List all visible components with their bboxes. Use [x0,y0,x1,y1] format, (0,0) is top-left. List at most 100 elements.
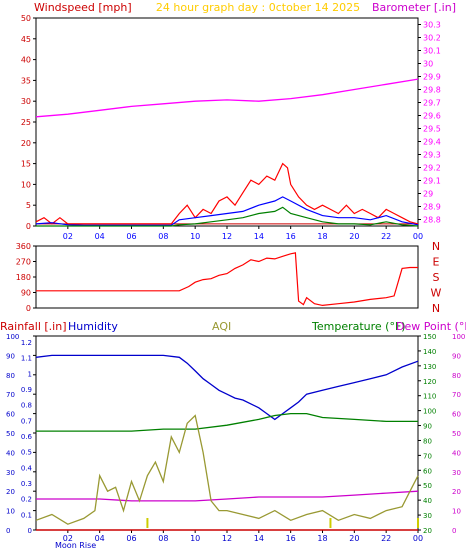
temperature-tick-label: 30 [423,512,432,520]
direction-tick-label: 360 [16,242,31,251]
wind-tick-label: 0 [26,222,31,231]
dewpoint-tick-label: 60 [452,411,461,419]
baro-tick-label: 29.4 [423,138,441,147]
temperature-tick-label: 20 [423,527,432,535]
temperature-tick-label: 150 [423,333,436,341]
rain-tick-label: 0.6 [21,433,33,441]
aqi-label: AQI [212,320,231,333]
humidity-tick-label: 40 [6,449,15,457]
dewpoint-tick-label: 80 [452,372,461,380]
baro-tick-label: 29.9 [423,73,441,82]
baro-tick-label: 30.3 [423,21,441,30]
wind-direction-line [36,252,418,307]
wind-gust-line [35,162,419,225]
baro-tick-label: 29.5 [423,125,441,134]
baro-tick-label: 30 [423,60,433,69]
rain-tick-label: 0.1 [21,511,32,519]
wind-tick-label: 50 [21,14,31,23]
dewpoint-tick-label: 10 [452,508,461,516]
wind-tick-label: 25 [21,118,31,127]
humidity-x-tick-label: 04 [95,534,105,543]
baro-tick-label: 29 [423,190,433,199]
direction-tick-label: 90 [21,289,31,298]
baro-tick-label: 29.6 [423,112,441,121]
windspeed-label: Windspeed [mph] [34,1,132,14]
humidity-tick-label: 0 [6,527,10,535]
rain-tick-label: 0 [28,527,32,535]
temperature-line [36,412,418,432]
rain-tick-label: 1 [28,370,32,378]
rain-tick-label: 1.1 [21,355,32,363]
rain-tick-label: 0.2 [21,496,32,504]
wind-tick-label: 15 [21,160,31,169]
dewpoint-tick-label: 0 [452,527,456,535]
humidity-x-tick-label: 02 [63,534,73,543]
dewpoint-tick-label: 90 [452,352,461,360]
compass-letter: S [433,271,440,284]
wind-tick-label: 35 [21,76,31,85]
humidity-tick-label: 100 [6,333,19,341]
wind-x-tick-label: 16 [286,232,296,241]
humidity-tick-label: 30 [6,469,15,477]
humidity-x-tick-label: 06 [126,534,136,543]
dewpoint-tick-label: 30 [452,469,461,477]
compass-letter: N [432,240,440,253]
humidity-x-tick-label: 18 [317,534,327,543]
wind-x-tick-label: 06 [126,232,136,241]
wind-barometer-panel: 0 5 10 15 20 25 30 35 40 45 50 28.8 28.9 29 29.1 29.2 29… [21,14,441,241]
baro-tick-label: 29.8 [423,86,441,95]
humidity-x-tick-label: 10 [190,534,200,543]
dewpoint-tick-label: 70 [452,391,461,399]
rain-tick-label: 0.4 [21,464,33,472]
compass-letter: N [432,302,440,315]
wind-x-tick-label: 10 [190,232,200,241]
wind-minimum-line [36,206,419,227]
dewpoint-label: Dew Point (°F) [396,320,466,333]
humidity-line [35,354,419,421]
baro-tick-label: 29.7 [423,99,441,108]
wind-average-line [35,196,419,226]
barometer-line [35,78,419,118]
baro-tick-label: 29.1 [423,177,441,186]
wind-x-tick-label: 00 [413,232,423,241]
dewpoint-tick-label: 20 [452,488,461,496]
rain-tick-label: 0.8 [21,402,32,410]
temperature-tick-label: 120 [423,378,436,386]
aqi-line [35,414,419,525]
humidity-tick-label: 80 [6,372,15,380]
baro-tick-label: 29.2 [423,164,441,173]
humidity-tick-label: 10 [6,508,15,516]
baro-tick-label: 30.2 [423,34,441,43]
wind-x-tick-label: 12 [222,232,232,241]
humidity-x-tick-label: 12 [222,534,232,543]
temperature-tick-label: 100 [423,408,436,416]
wind-x-tick-label: 14 [254,232,264,241]
dewpoint-tick-label: 100 [452,333,465,341]
humidity-tick-label: 20 [6,488,15,496]
temperature-label: Temperature (°F) [311,320,406,333]
wind-tick-label: 5 [26,201,31,210]
compass-letter: E [433,256,440,269]
temperature-tick-label: 140 [423,348,436,356]
wind-x-tick-label: 04 [95,232,105,241]
baro-tick-label: 29.3 [423,151,441,160]
humidity-x-tick-label: 20 [349,534,359,543]
humidity-tick-label: 50 [6,430,15,438]
temperature-tick-label: 40 [423,497,432,505]
wind-tick-label: 45 [21,35,31,44]
rain-tick-label: 1.2 [21,339,32,347]
direction-tick-label: 270 [16,258,31,267]
wind-direction-panel: 0 N 90 W 180 S 270 E 360 N [16,240,442,315]
humidity-tick-label: 70 [6,391,15,399]
wind-x-tick-label: 02 [63,232,73,241]
humidity-temperature-panel: 010203040506070809010000.10.20.30.40.50.… [6,333,465,543]
wind-x-tick-label: 18 [317,232,327,241]
temperature-tick-label: 110 [423,393,436,401]
rain-tick-label: 0.9 [21,386,32,394]
humidity-tick-label: 60 [6,411,15,419]
wind-x-tick-label: 22 [381,232,391,241]
wind-tick-label: 40 [21,56,31,65]
humidity-x-tick-label: 08 [158,534,168,543]
humidity-tick-label: 90 [6,352,15,360]
